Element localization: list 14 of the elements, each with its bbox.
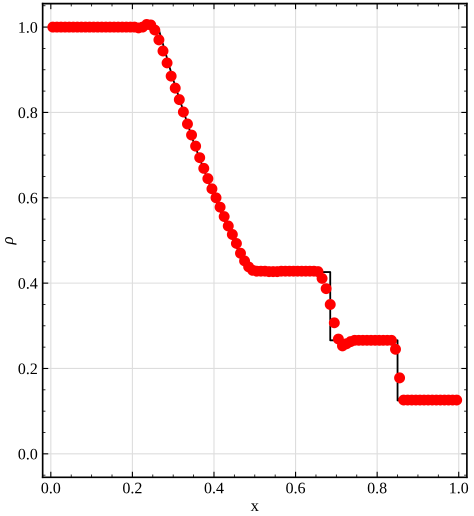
x-tick-label: 0.0 <box>41 482 60 494</box>
y-tick-label: 0.6 <box>18 192 38 204</box>
y-tick-label: 0.4 <box>18 278 38 289</box>
x-tick-label: 1.0 <box>450 482 468 494</box>
x-tick-label: 0.6 <box>286 482 306 494</box>
y-tick-label: 1.0 <box>19 22 38 33</box>
x-tick-label: 0.8 <box>368 482 387 494</box>
x-tick-label: 0.4 <box>204 482 224 494</box>
y-tick-label: 0.2 <box>18 363 37 374</box>
y-axis-title: ρ <box>5 236 16 245</box>
x-tick-label: 0.2 <box>123 482 142 494</box>
x-axis-title: x <box>250 503 259 511</box>
y-tick-label: 0.0 <box>18 448 38 460</box>
y-tick-label: 0.8 <box>18 107 38 118</box>
